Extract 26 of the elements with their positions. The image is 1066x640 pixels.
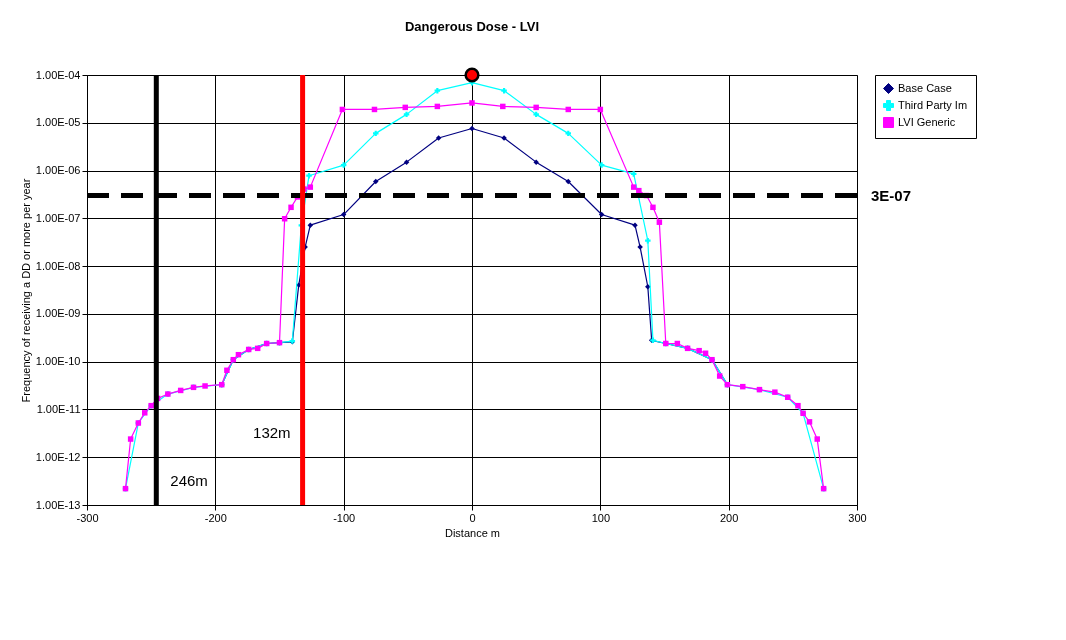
y-axis-title: Frequency of receiving a DD or more per year (19, 178, 32, 403)
x-tick-label: -300 (76, 511, 99, 524)
legend-label: LVI Generic (898, 115, 956, 128)
x-tick-label: 100 (591, 511, 611, 524)
x-tick-label: -100 (333, 511, 356, 524)
ref-line-label: 132m (253, 424, 291, 442)
x-axis-title: Distance m (444, 526, 501, 539)
y-tick-label: 1.00E-10 (35, 355, 81, 368)
x-tick-label: -200 (204, 511, 227, 524)
y-tick-label: 1.00E-06 (35, 164, 81, 177)
x-tick-label: 200 (719, 511, 739, 524)
y-tick-label: 1.00E-04 (35, 68, 81, 81)
x-tick-label: 0 (469, 511, 476, 524)
y-tick-label: 1.00E-05 (35, 116, 81, 129)
y-tick-label: 1.00E-07 (35, 211, 81, 224)
legend-label: Third Party Im (898, 98, 968, 111)
chart-title: Dangerous Dose - LVI (404, 18, 540, 34)
legend-label: Base Case (898, 81, 952, 94)
y-tick-label: 1.00E-09 (35, 307, 81, 320)
x-tick-label: 300 (848, 511, 867, 524)
ref-line-label: 246m (170, 472, 208, 490)
y-tick-label: 1.00E-13 (35, 498, 81, 511)
y-tick-label: 1.00E-12 (35, 450, 81, 463)
ref-line-label: 3E-07 (871, 186, 912, 204)
y-tick-label: 1.00E-08 (35, 259, 81, 272)
y-tick-label: 1.00E-11 (36, 402, 81, 415)
